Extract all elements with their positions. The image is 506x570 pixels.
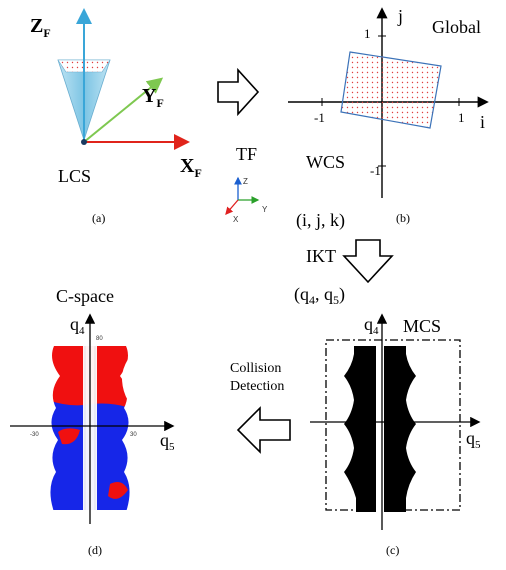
cspace-q4-label: q4 <box>70 314 85 337</box>
tf-label: TF <box>236 144 257 164</box>
tf-triad: TF Z Y X <box>226 144 268 224</box>
wcs-label: WCS <box>306 152 345 172</box>
tf-z-label: Z <box>243 177 248 186</box>
lcs-panel: ZF YF XF LCS (a) <box>30 12 202 225</box>
global-panel: Global j i 1 -1 1 -1 WCS (b) <box>288 6 486 225</box>
ikt-label: IKT <box>306 246 336 266</box>
mcs-panel: q4 MCS q5 (c) <box>310 314 481 557</box>
y-axis-label: YF <box>142 85 164 110</box>
lcs-name: LCS <box>58 166 91 186</box>
cspace-panel: C-space q4 q5 80 -30 30 (d) <box>10 286 175 557</box>
caption-a: (a) <box>92 211 105 225</box>
mcs-right-band <box>384 346 416 512</box>
collision-line2: Detection <box>230 379 284 394</box>
tick-label-neg-x: -1 <box>314 110 325 125</box>
collision-line1: Collision <box>230 361 281 376</box>
ikt-input: (i, j, k) <box>296 210 345 231</box>
i-axis-label: i <box>480 112 485 132</box>
tf-y-label: Y <box>262 205 268 214</box>
collision-block: Collision Detection <box>230 361 290 452</box>
cspace-tick-top: 80 <box>96 336 103 342</box>
tick-label-pos-y: 1 <box>364 26 371 41</box>
ikt-down-arrow <box>344 240 392 282</box>
mcs-title: MCS <box>403 316 441 336</box>
tf-x-label: X <box>233 215 239 224</box>
origin-point <box>81 139 87 145</box>
transform-arrow-right <box>218 70 258 114</box>
caption-b: (b) <box>396 211 410 225</box>
caption-c: (c) <box>386 543 399 557</box>
cspace-q5-label: q5 <box>160 430 175 453</box>
z-axis-label: ZF <box>30 15 51 40</box>
ikt-block: (i, j, k) IKT (q4, q5) <box>294 210 392 307</box>
cspace-title: C-space <box>56 286 114 306</box>
tick-label-neg-y: -1 <box>370 163 381 178</box>
collision-left-arrow <box>238 408 290 452</box>
tick-label-pos-x: 1 <box>458 110 465 125</box>
j-axis-label: j <box>397 6 403 26</box>
workpiece-region <box>341 52 441 128</box>
ikt-output: (q4, q5) <box>294 284 345 307</box>
x-axis-label: XF <box>180 155 202 180</box>
mcs-left-band <box>344 346 376 512</box>
cspace-tick-right: 30 <box>130 432 137 438</box>
mcs-q5-label: q5 <box>466 428 481 451</box>
mcs-q4-label: q4 <box>364 314 379 337</box>
global-title: Global <box>432 17 481 37</box>
cspace-tick-left: -30 <box>30 432 39 438</box>
caption-d: (d) <box>88 543 102 557</box>
